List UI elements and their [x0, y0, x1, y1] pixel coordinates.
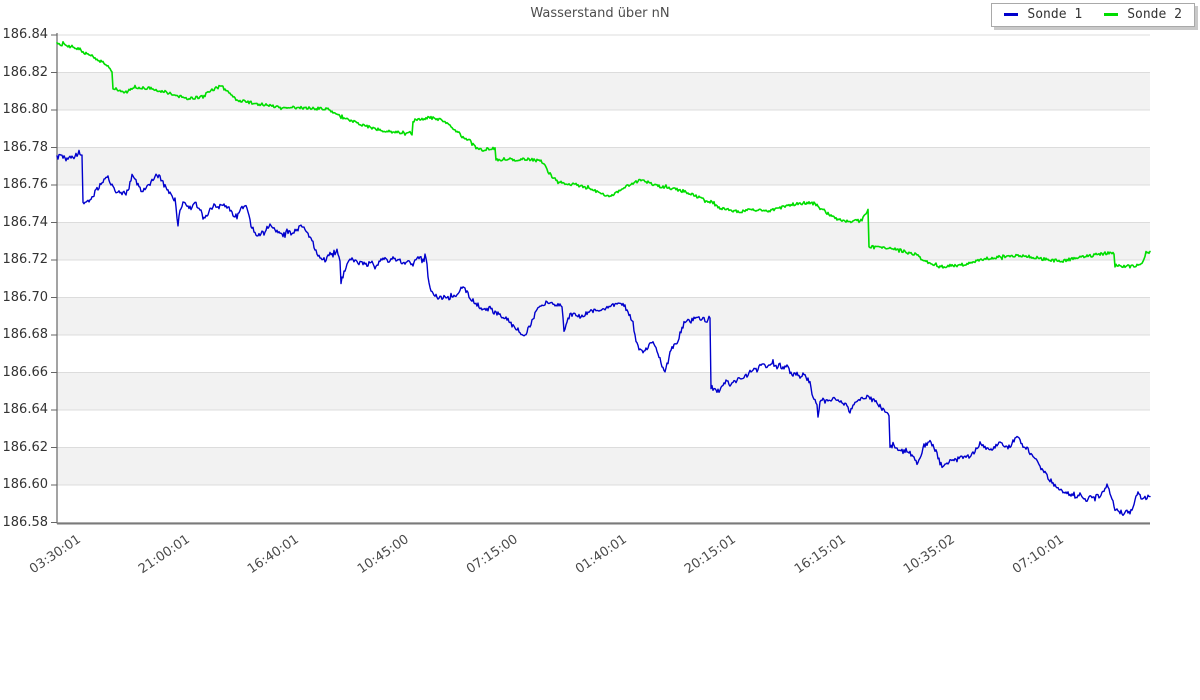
y-tick-label: 186.66 [2, 364, 49, 380]
y-tick-label: 186.80 [2, 102, 49, 117]
y-tick-label: 186.60 [2, 477, 49, 492]
y-tick-label: 186.64 [2, 402, 49, 417]
plot-band [57, 372, 1150, 410]
y-tick-label: 186.78 [2, 139, 49, 155]
sonde-2-line-swatch-icon [1104, 13, 1119, 16]
legend: Sonde 1 Sonde 2 [991, 3, 1195, 27]
y-tick-label: 186.68 [2, 327, 49, 342]
y-tick-label: 186.72 [2, 252, 49, 267]
plot-band [57, 447, 1150, 485]
plot-band [57, 72, 1150, 110]
legend-item-sonde-2[interactable]: Sonde 2 [1104, 7, 1182, 22]
sonde-1-line-swatch-icon [1004, 13, 1019, 16]
legend-item-sonde-1[interactable]: Sonde 1 [1004, 7, 1082, 22]
y-tick-label: 186.74 [2, 214, 49, 230]
y-tick-label: 186.70 [2, 289, 49, 305]
y-tick-label: 186.58 [2, 514, 49, 530]
legend-label-sonde-1: Sonde 1 [1027, 7, 1083, 22]
plot-area [51, 33, 1151, 525]
plot-band [57, 147, 1150, 185]
y-tick-label: 186.82 [2, 64, 49, 80]
chart-title: Wasserstand über nN [530, 6, 670, 21]
series-line-sonde-1 [56, 149, 1151, 516]
series-line-sonde-2 [56, 41, 1151, 269]
y-tick-label: 186.84 [2, 27, 49, 42]
legend-label-sonde-2: Sonde 2 [1127, 7, 1182, 22]
plot-band [57, 297, 1150, 335]
plot-band [57, 222, 1150, 260]
y-tick-label: 186.76 [2, 177, 49, 192]
y-tick-label: 186.62 [2, 439, 49, 455]
